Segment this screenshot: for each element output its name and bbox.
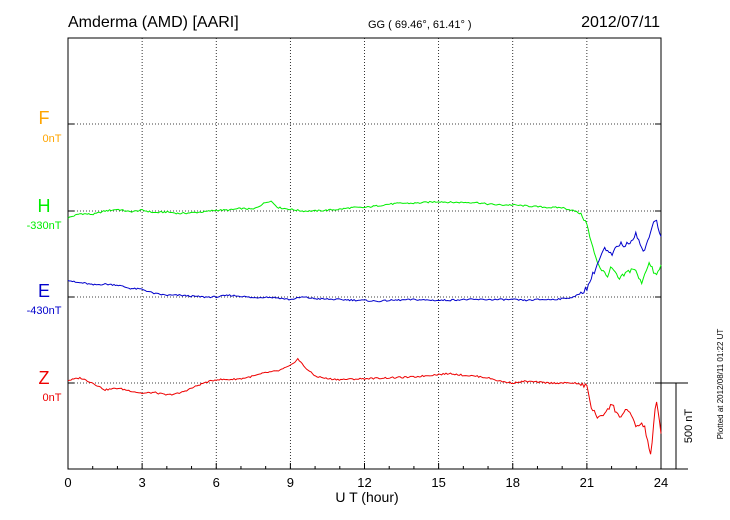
- x-tick-label: 18: [506, 475, 520, 490]
- x-tick-label: 12: [357, 475, 371, 490]
- series-line-e: [67, 219, 662, 303]
- series-layer: [67, 200, 662, 455]
- x-tick-label: 21: [580, 475, 594, 490]
- series-line-z: [67, 357, 662, 455]
- x-tick-label: 3: [139, 475, 146, 490]
- baseline-label-h: -330nT: [27, 220, 62, 232]
- date-label: 2012/07/11: [581, 14, 660, 31]
- x-tick-label: 15: [431, 475, 445, 490]
- geographic-coordinates: GG ( 69.46°, 61.41° ): [368, 19, 472, 31]
- series-line-h: [67, 200, 662, 286]
- component-label-f: F: [39, 108, 50, 128]
- grid-layer: [68, 38, 661, 469]
- component-label-e: E: [38, 281, 50, 301]
- baseline-label-e: -430nT: [27, 305, 62, 317]
- scale-bar-label: 500 nT: [683, 409, 695, 444]
- x-tick-label: 24: [654, 475, 668, 490]
- baseline-label-z: 0nT: [43, 392, 62, 404]
- x-tick-label: 9: [287, 475, 294, 490]
- x-axis-ticks: 0 3 6 9 12 15 18 21 24: [64, 123, 668, 490]
- plotted-at-note: Plotted at 2012/08/11 01:22 UT: [716, 329, 725, 440]
- x-axis-title: U T (hour): [335, 489, 398, 505]
- station-title: Amderma (AMD) [AARI]: [68, 14, 239, 31]
- component-label-h: H: [38, 196, 51, 216]
- x-tick-label: 0: [64, 475, 71, 490]
- component-label-z: Z: [39, 368, 50, 388]
- scale-bar: 500 nT: [661, 382, 695, 470]
- baseline-label-f: 0nT: [43, 133, 62, 145]
- x-tick-label: 6: [213, 475, 220, 490]
